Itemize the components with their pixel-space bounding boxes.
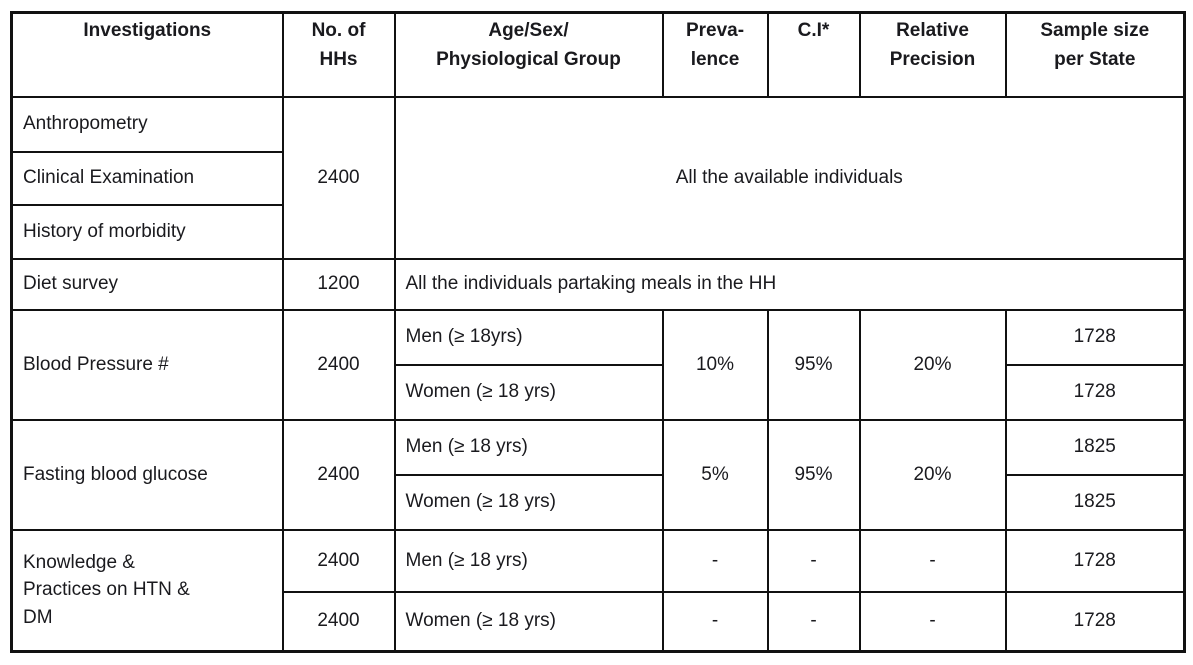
- cell-diet-hhs: 1200: [281, 257, 396, 311]
- cell-fbg-women-sample: 1825: [1004, 473, 1186, 531]
- cell-blood-pressure-hhs: 2400: [281, 308, 396, 421]
- cell-blood-pressure: Blood Pressure #: [10, 308, 284, 421]
- cell-fbg-ci: 95%: [766, 418, 861, 531]
- cell-kp-women-prevalence: -: [661, 590, 769, 653]
- cell-diet-group: All the individuals partaking meals in t…: [393, 257, 1186, 311]
- cell-bp-relative-precision: 20%: [858, 308, 1007, 421]
- row-knowledge-practices-women: 2400 Women (≥ 18 yrs) - - - 1728: [12, 590, 1186, 653]
- row-blood-pressure-men: Blood Pressure # 2400 Men (≥ 18yrs) 10% …: [10, 308, 1186, 421]
- col-header-relative-precision: Relative Precision: [858, 11, 1007, 98]
- cell-kp-men-prevalence: -: [661, 528, 769, 593]
- col-header-age-sex-group: Age/Sex/ Physiological Group: [393, 11, 664, 98]
- cell-diet-survey: Diet survey: [10, 257, 284, 311]
- survey-design-table: Investigations No. of HHs Age/Sex/ Physi…: [10, 11, 1186, 653]
- cell-history-of-morbidity: History of morbidity: [10, 203, 284, 260]
- cell-bp-men-group: Men (≥ 18yrs): [393, 308, 664, 366]
- cell-anthropometry: Anthropometry: [10, 95, 284, 153]
- cell-kp-men-group: Men (≥ 18 yrs): [393, 528, 664, 593]
- row-fasting-glucose-men: Fasting blood glucose 2400 Men (≥ 18 yrs…: [10, 418, 1186, 531]
- cell-fbg-relative-precision: 20%: [858, 418, 1007, 531]
- col-header-prevalence: Preva- lence: [661, 11, 769, 98]
- cell-kp-women-group: Women (≥ 18 yrs): [393, 590, 664, 653]
- cell-kp-women-relative-precision: -: [858, 590, 1007, 653]
- row-clinical-examination: Clinical Examination: [10, 150, 1185, 206]
- cell-bp-ci: 95%: [766, 308, 861, 421]
- cell-kp-women-ci: -: [766, 590, 861, 653]
- cell-fasting-glucose-hhs: 2400: [281, 418, 396, 531]
- row-fasting-glucose-women: Women (≥ 18 yrs) 1825: [12, 473, 1186, 531]
- row-blood-pressure-women: Women (≥ 18 yrs) 1728: [12, 363, 1186, 421]
- cell-bp-men-sample: 1728: [1004, 308, 1186, 366]
- cell-fbg-men-group: Men (≥ 18 yrs): [393, 418, 664, 476]
- cell-fbg-prevalence: 5%: [661, 418, 769, 531]
- cell-kp-men-relative-precision: -: [858, 528, 1007, 593]
- cell-knowledge-practices: Knowledge & Practices on HTN & DM: [10, 528, 284, 653]
- row-history-of-morbidity: History of morbidity: [10, 203, 1185, 260]
- cell-anthropometry-group: All the available individuals: [393, 95, 1186, 260]
- cell-kp-women-hhs: 2400: [281, 590, 396, 653]
- col-header-investigations: Investigations: [10, 11, 284, 98]
- cell-kp-men-sample: 1728: [1004, 528, 1186, 593]
- row-knowledge-practices-men: Knowledge & Practices on HTN & DM 2400 M…: [10, 528, 1186, 653]
- cell-kp-women-sample: 1728: [1004, 590, 1186, 653]
- cell-bp-women-group: Women (≥ 18 yrs): [393, 363, 664, 421]
- cell-kp-men-ci: -: [766, 528, 861, 593]
- row-anthropometry: Anthropometry 2400 All the available ind…: [10, 95, 1186, 260]
- col-header-no-of-hhs: No. of HHs: [281, 11, 396, 98]
- cell-fbg-women-group: Women (≥ 18 yrs): [393, 473, 664, 531]
- row-diet-survey: Diet survey 1200 All the individuals par…: [10, 257, 1186, 311]
- cell-clinical-examination: Clinical Examination: [10, 150, 284, 206]
- cell-bp-prevalence: 10%: [661, 308, 769, 421]
- cell-anthropometry-hhs: 2400: [281, 95, 396, 260]
- cell-fbg-men-sample: 1825: [1004, 418, 1186, 476]
- cell-fasting-glucose: Fasting blood glucose: [10, 418, 284, 531]
- cell-kp-men-hhs: 2400: [281, 528, 396, 593]
- col-header-sample-size: Sample size per State: [1004, 11, 1186, 98]
- cell-bp-women-sample: 1728: [1004, 363, 1186, 421]
- col-header-ci: C.I*: [766, 11, 861, 98]
- header-row: Investigations No. of HHs Age/Sex/ Physi…: [10, 11, 1186, 98]
